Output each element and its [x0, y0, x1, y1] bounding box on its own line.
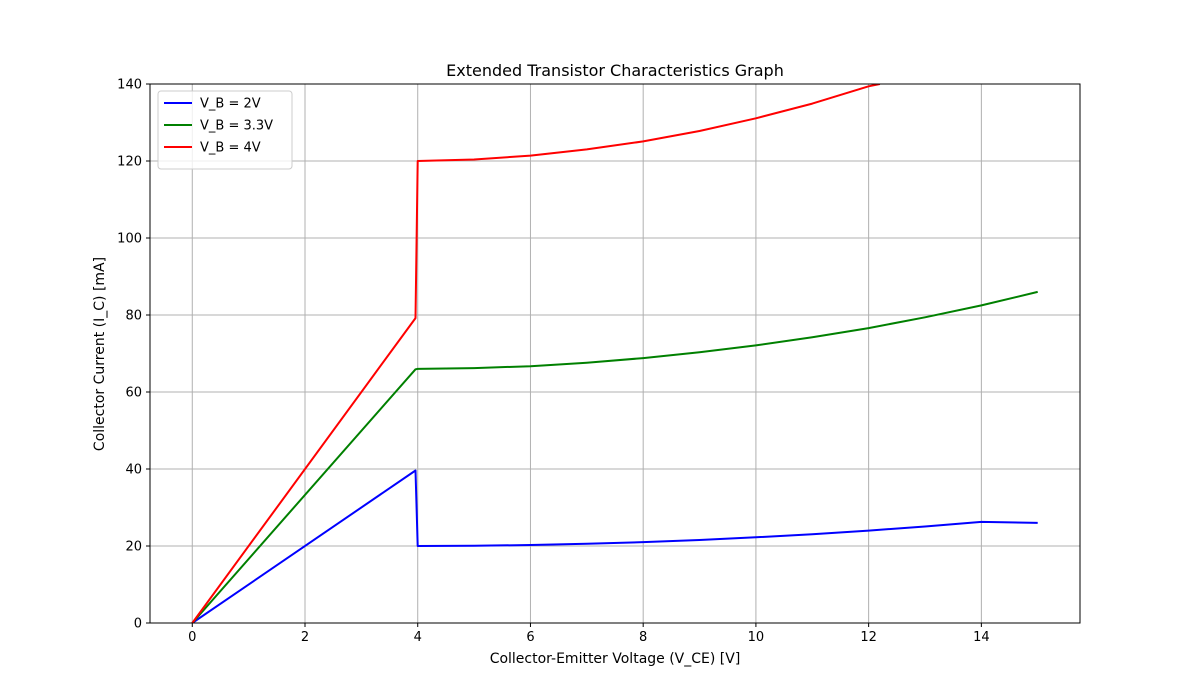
- series-line-1: [191, 290, 1038, 623]
- x-tick-label: 12: [860, 630, 877, 645]
- legend-label-2: V_B = 4V: [200, 141, 261, 156]
- x-tick-label: 2: [301, 630, 309, 645]
- legend-box: [157, 90, 293, 170]
- y-tick-label: 100: [117, 232, 142, 247]
- chart-title: Extended Transistor Characteristics Grap…: [446, 61, 784, 80]
- x-axis-label: Collector-Emitter Voltage (V_CE) [V]: [490, 651, 741, 667]
- y-tick-label: 0: [134, 617, 142, 632]
- y-tick-label: 20: [125, 540, 142, 555]
- legend-label-0: V_B = 2V: [200, 97, 261, 112]
- series-layer: [191, 84, 1038, 623]
- y-tick-label: 60: [125, 386, 142, 401]
- y-tick-label: 140: [117, 78, 142, 93]
- x-tick-label: 8: [639, 630, 647, 645]
- y-axis-label: Collector Current (I_C) [mA]: [92, 257, 108, 451]
- legend-label-1: V_B = 3.3V: [200, 119, 273, 134]
- x-tick-label: 0: [188, 630, 196, 645]
- x-tick-label: 14: [973, 630, 990, 645]
- plot-area-frame: [149, 83, 1081, 624]
- x-tick-label: 10: [748, 630, 765, 645]
- y-tick-label: 40: [125, 463, 142, 478]
- legend: V_B = 2V V_B = 3.3V V_B = 4V: [157, 90, 293, 170]
- x-tick-label: 4: [414, 630, 422, 645]
- y-tick-label: 120: [117, 155, 142, 170]
- series-line-2: [191, 84, 881, 623]
- x-tick-label: 6: [526, 630, 534, 645]
- y-tick-label: 80: [125, 309, 142, 324]
- series-line-0: [191, 469, 1038, 623]
